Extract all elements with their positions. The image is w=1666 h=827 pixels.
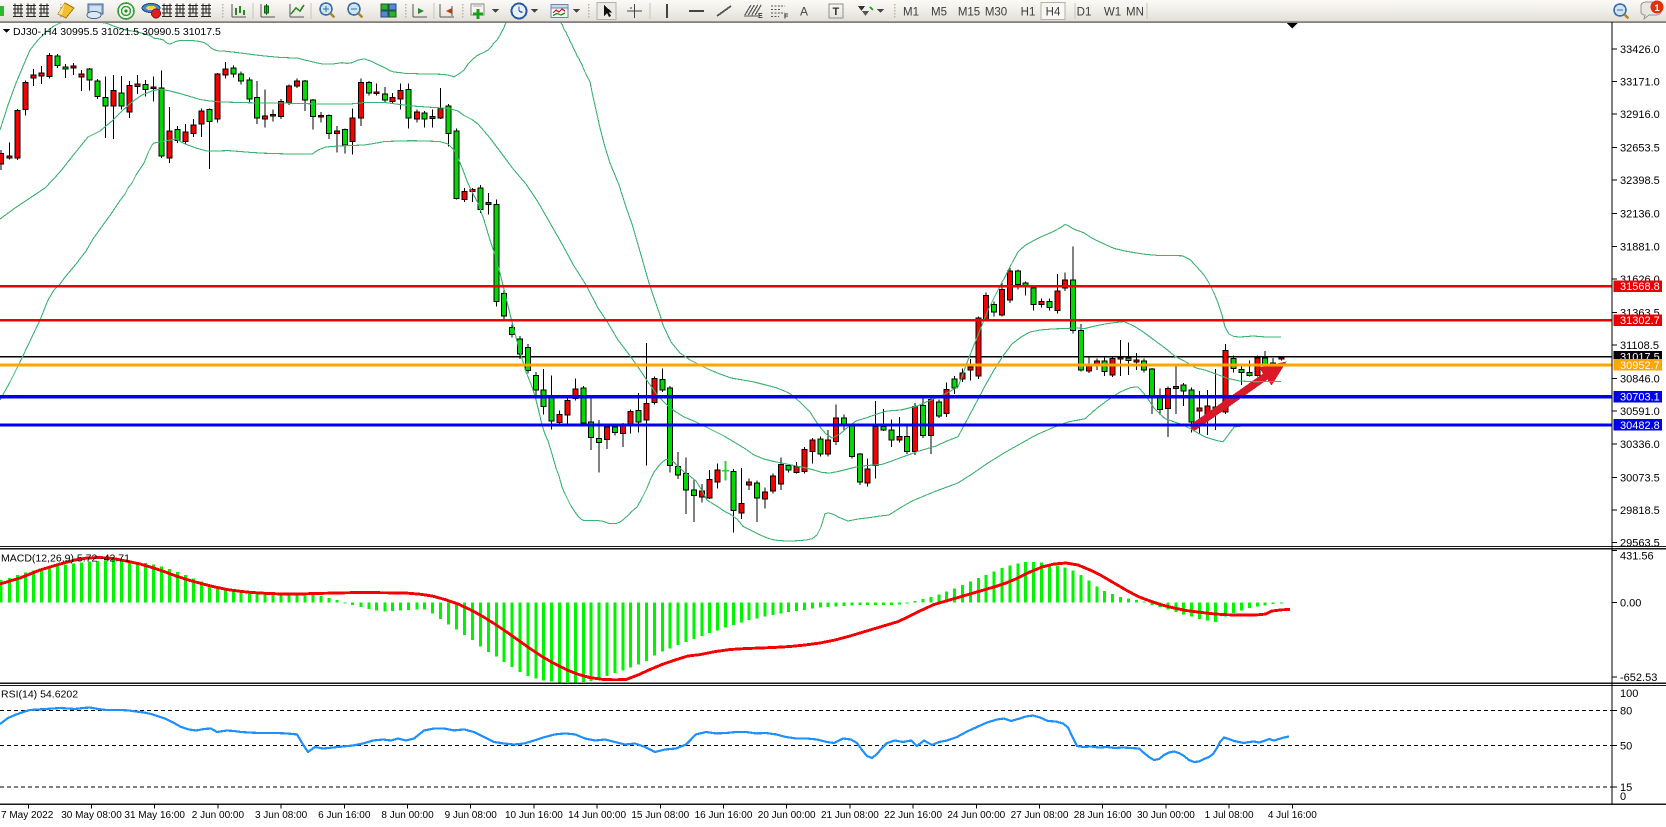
svg-text:RSI(14) 54.6202: RSI(14) 54.6202 [1, 689, 78, 701]
svg-text:100: 100 [1620, 688, 1638, 700]
svg-text:M1: M1 [903, 7, 919, 19]
svg-text:22 Jun 16:00: 22 Jun 16:00 [884, 810, 942, 821]
svg-text:20 Jun 00:00: 20 Jun 00:00 [758, 810, 816, 821]
svg-text:24 Jun 00:00: 24 Jun 00:00 [947, 810, 1005, 821]
svg-text:29563.5: 29563.5 [1620, 538, 1660, 550]
svg-text:14 Jun 00:00: 14 Jun 00:00 [568, 810, 626, 821]
svg-text:T: T [833, 6, 840, 18]
svg-text:0.00: 0.00 [1620, 598, 1641, 610]
svg-text:2 Jun 00:00: 2 Jun 00:00 [192, 810, 245, 821]
svg-text:80: 80 [1620, 706, 1632, 718]
svg-text:28 Jun 16:00: 28 Jun 16:00 [1074, 810, 1132, 821]
svg-text:30336.0: 30336.0 [1620, 439, 1660, 451]
svg-text:31302.7: 31302.7 [1620, 315, 1660, 327]
svg-text:4 Jul 16:00: 4 Jul 16:00 [1268, 810, 1317, 821]
svg-text:15 Jun 08:00: 15 Jun 08:00 [631, 810, 689, 821]
svg-text:30 Jun 00:00: 30 Jun 00:00 [1137, 810, 1195, 821]
svg-text:A: A [800, 5, 808, 19]
svg-text:31 May 16:00: 31 May 16:00 [124, 810, 185, 821]
svg-text:50: 50 [1620, 740, 1632, 752]
svg-text:27 Jun 08:00: 27 Jun 08:00 [1011, 810, 1069, 821]
svg-text:10 Jun 16:00: 10 Jun 16:00 [505, 810, 563, 821]
svg-text:W1: W1 [1104, 7, 1121, 19]
svg-text:31108.5: 31108.5 [1620, 340, 1659, 352]
svg-text:31881.0: 31881.0 [1620, 241, 1660, 253]
svg-text:1: 1 [1654, 3, 1660, 14]
svg-text:F: F [784, 14, 789, 21]
svg-text:30952.7: 30952.7 [1620, 360, 1660, 372]
svg-text:15: 15 [1620, 782, 1632, 794]
svg-text:1 Jul 08:00: 1 Jul 08:00 [1205, 810, 1254, 821]
svg-text:8 Jun 00:00: 8 Jun 00:00 [381, 810, 434, 821]
svg-text:H1: H1 [1021, 7, 1036, 19]
svg-text:32398.5: 32398.5 [1620, 175, 1660, 187]
svg-text:-652.53: -652.53 [1620, 672, 1657, 684]
svg-text:29818.5: 29818.5 [1620, 505, 1660, 517]
svg-text:30591.0: 30591.0 [1620, 406, 1660, 418]
svg-text:3 Jun 08:00: 3 Jun 08:00 [255, 810, 308, 821]
svg-text:33426.0: 33426.0 [1620, 44, 1660, 56]
svg-text:32653.5: 32653.5 [1620, 143, 1660, 155]
svg-text:D1: D1 [1077, 7, 1092, 19]
svg-text:21 Jun 08:00: 21 Jun 08:00 [821, 810, 879, 821]
svg-text:M30: M30 [985, 7, 1007, 19]
svg-text:31568.8: 31568.8 [1620, 281, 1660, 293]
svg-text:32916.0: 32916.0 [1620, 109, 1660, 121]
svg-text:9 Jun 08:00: 9 Jun 08:00 [445, 810, 498, 821]
svg-text:DJ30-,H4 30995.5 31021.5 3099: DJ30-,H4 30995.5 31021.5 30990.5 31017.5 [13, 26, 221, 38]
svg-text:M5: M5 [931, 7, 947, 19]
svg-text:32136.0: 32136.0 [1620, 209, 1660, 221]
svg-text:33171.0: 33171.0 [1620, 76, 1660, 88]
svg-text:431.56: 431.56 [1620, 550, 1654, 562]
svg-text:7 May 2022: 7 May 2022 [1, 810, 54, 821]
svg-text:6 Jun 16:00: 6 Jun 16:00 [318, 810, 371, 821]
svg-text:0: 0 [1620, 791, 1626, 803]
svg-text:16 Jun 16:00: 16 Jun 16:00 [695, 810, 753, 821]
svg-text:MACD(12,26,9) 5.72 -42.71: MACD(12,26,9) 5.72 -42.71 [1, 553, 130, 565]
svg-text:M15: M15 [958, 7, 980, 19]
svg-text:E: E [758, 13, 763, 20]
svg-text:30703.1: 30703.1 [1620, 392, 1660, 404]
svg-text:30482.8: 30482.8 [1620, 420, 1660, 432]
svg-text:30846.0: 30846.0 [1620, 374, 1660, 386]
svg-text:30 May 08:00: 30 May 08:00 [61, 810, 122, 821]
svg-text:30073.5: 30073.5 [1620, 472, 1660, 484]
svg-text:H4: H4 [1046, 7, 1061, 19]
svg-text:MN: MN [1126, 7, 1144, 19]
